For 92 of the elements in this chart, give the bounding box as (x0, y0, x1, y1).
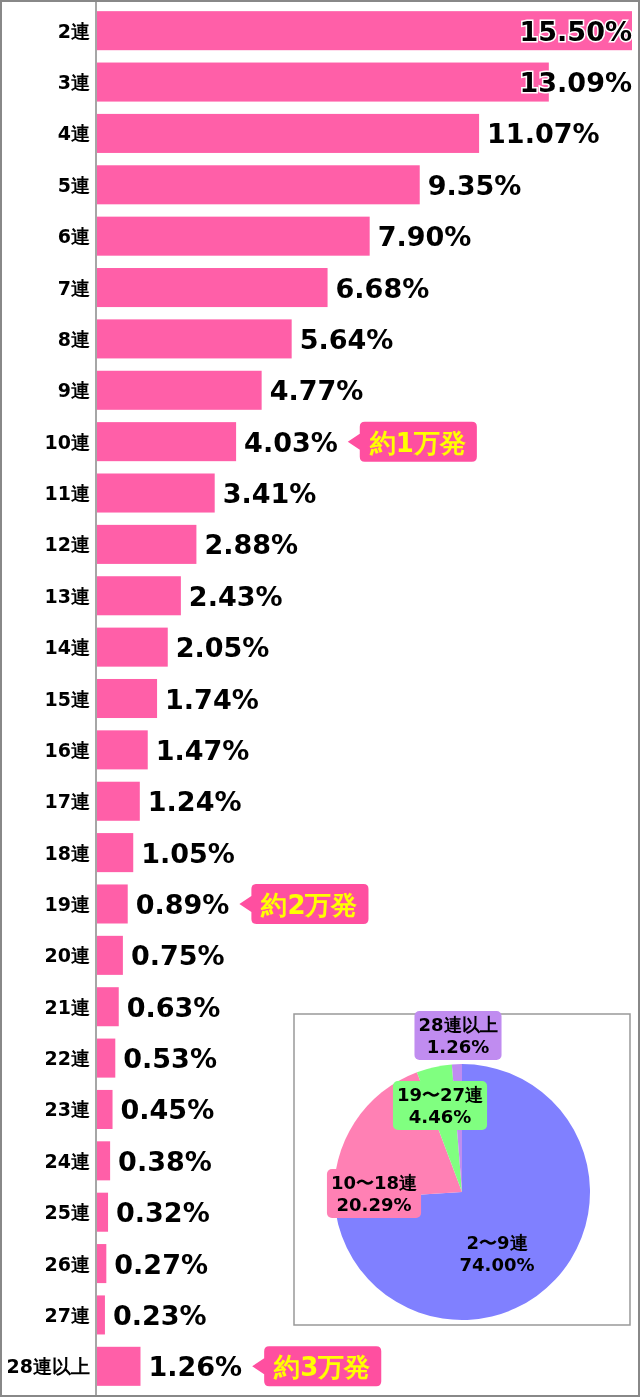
bar (97, 165, 420, 205)
annotation: 約3万発 (273, 1352, 371, 1383)
y-tick-label: 14連 (44, 636, 90, 659)
data-label: 0.75% (130, 940, 225, 972)
y-tick-label: 3連 (57, 71, 90, 94)
bar (97, 370, 262, 410)
y-tick-label: 15連 (44, 687, 90, 710)
callout: 約3万発 (252, 1346, 382, 1387)
data-label: 1.26% (426, 1036, 490, 1057)
data-label: 0.32% (116, 1197, 210, 1229)
bar (97, 1346, 141, 1386)
data-label: 1.47% (155, 734, 250, 766)
data-label: 0.63% (126, 991, 221, 1023)
bar (97, 627, 168, 667)
y-tick-label: 12連 (44, 533, 90, 556)
y-tick-label: 24連 (44, 1149, 90, 1172)
bar (97, 422, 237, 462)
data-label: 4.03% (244, 426, 338, 458)
data-label: 15.50% (519, 15, 632, 47)
bar (97, 678, 158, 719)
y-tick-label: 7連 (57, 276, 90, 299)
data-label: 11.07% (487, 118, 600, 150)
y-tick-label: 19連 (44, 892, 90, 915)
y-tick-label: 22連 (44, 1047, 90, 1070)
annotation: 約2万発 (260, 889, 358, 920)
data-label: 6.68% (335, 272, 430, 304)
y-tick-label: 11連 (44, 482, 90, 505)
slice-label: 19〜27連 (396, 1084, 484, 1105)
bar (97, 987, 119, 1027)
bar (97, 216, 370, 256)
bar (97, 11, 632, 51)
y-tick-label: 6連 (57, 225, 90, 248)
y-tick-label: 16連 (44, 738, 90, 761)
y-tick-label: 9連 (57, 379, 90, 402)
y-tick-label: 18連 (44, 841, 90, 864)
data-label: 0.27% (114, 1248, 208, 1280)
data-label: 0.23% (112, 1299, 207, 1331)
bar (97, 473, 215, 513)
data-label: 3.41% (222, 478, 317, 510)
bar (97, 935, 123, 975)
bar (97, 1141, 111, 1181)
data-label: 1.24% (147, 786, 242, 818)
bar (97, 1089, 113, 1129)
data-label: 1.26% (148, 1351, 243, 1383)
y-tick-label: 4連 (57, 122, 90, 145)
slice-label: 28連以上 (418, 1014, 498, 1035)
data-label: 2.43% (188, 580, 283, 612)
data-label: 20.29% (336, 1194, 412, 1215)
y-tick-label: 20連 (44, 944, 90, 967)
bar (97, 833, 134, 873)
bar (97, 1295, 105, 1335)
bar (97, 781, 140, 821)
slice-label: 10〜18連 (330, 1172, 418, 1193)
data-label: 0.45% (120, 1094, 215, 1126)
pie-slice (334, 1064, 590, 1320)
y-tick-label: 10連 (44, 430, 90, 453)
bar (97, 1192, 109, 1232)
data-label: 4.77% (269, 375, 364, 407)
slice-label: 2〜9連 (466, 1232, 528, 1253)
data-label: 2.05% (175, 632, 270, 664)
data-label: 9.35% (427, 169, 522, 201)
data-label: 0.89% (135, 888, 230, 920)
data-label: 74.00% (459, 1254, 535, 1275)
y-tick-label: 21連 (44, 995, 90, 1018)
data-label: 7.90% (377, 221, 472, 253)
bar (97, 268, 328, 308)
data-label: 5.64% (299, 323, 394, 355)
data-label: 1.05% (141, 837, 235, 869)
y-tick-label: 13連 (44, 584, 90, 607)
data-label: 0.38% (118, 1145, 212, 1177)
bar (97, 319, 292, 359)
y-tick-label: 8連 (57, 327, 90, 350)
y-tick-label: 23連 (44, 1098, 90, 1121)
data-label: 0.53% (123, 1043, 217, 1075)
data-label: 4.46% (408, 1106, 472, 1127)
annotation: 約1万発 (368, 427, 466, 458)
y-tick-label: 2連 (57, 19, 90, 42)
bar (97, 1038, 116, 1078)
bar (97, 1244, 107, 1284)
bar (97, 730, 148, 770)
y-tick-label: 26連 (44, 1252, 90, 1275)
bar (97, 524, 197, 564)
y-tick-label: 25連 (44, 1201, 90, 1224)
bar (97, 884, 128, 924)
y-tick-label: 27連 (44, 1303, 90, 1326)
y-tick-label: 5連 (57, 173, 90, 196)
data-label: 1.74% (165, 683, 259, 715)
bar (97, 576, 181, 616)
bar (97, 113, 480, 153)
data-label: 2.88% (204, 529, 299, 561)
y-tick-label: 17連 (44, 790, 90, 813)
y-tick-label: 28連以上 (6, 1355, 90, 1378)
